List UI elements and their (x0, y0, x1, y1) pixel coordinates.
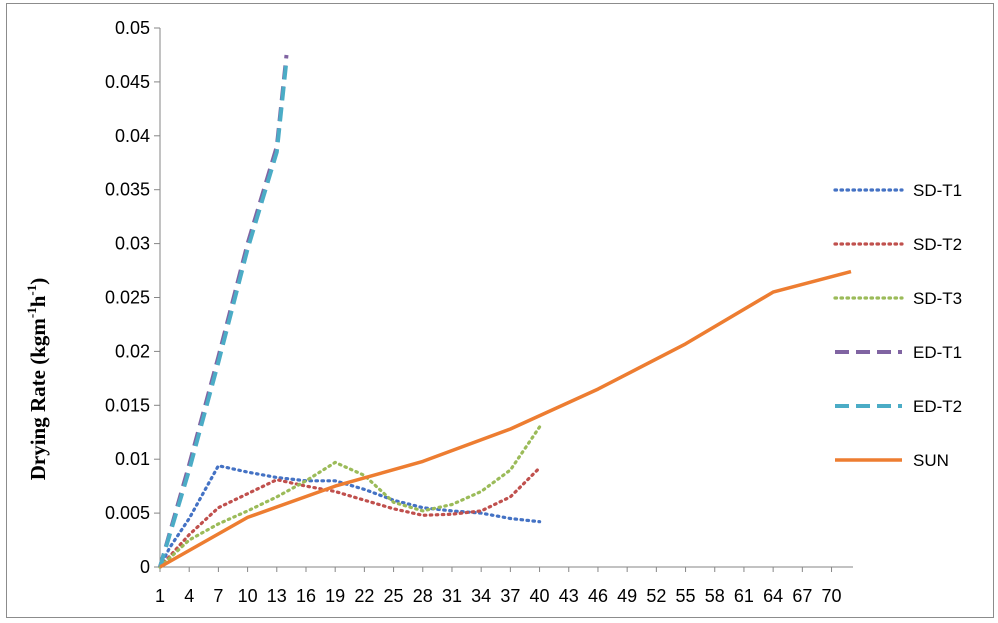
x-tick-label: 40 (530, 586, 550, 606)
y-tick-label: 0.045 (105, 72, 150, 92)
x-tick-label: 31 (442, 586, 462, 606)
chart-frame: 0 0.005 0.01 0.015 0.02 0.025 0.03 0.035 0.04 0.0… (6, 3, 994, 618)
x-tick-label: 37 (500, 586, 520, 606)
x-tick-label: 64 (763, 586, 783, 606)
series-line-ed-t2 (158, 60, 289, 568)
legend-label-sd-t1: SD-T1 (913, 181, 962, 200)
legend-label-sun: SUN (913, 451, 949, 470)
x-tick-label: 58 (705, 586, 725, 606)
x-tick-label: 25 (384, 586, 404, 606)
y-tick-label: 0.005 (105, 503, 150, 523)
y-tick-label: 0.035 (105, 180, 150, 200)
y-tick-label: 0.01 (115, 449, 150, 469)
x-tick-label: 13 (267, 586, 287, 606)
x-tick-label: 49 (617, 586, 637, 606)
x-tick-label: 46 (588, 586, 608, 606)
legend-label-ed-t2: ED-T2 (913, 397, 962, 416)
x-tick-label: 16 (296, 586, 316, 606)
y-tick-label: 0 (140, 557, 150, 577)
x-tick-label: 4 (184, 586, 194, 606)
y-tick-label: 0.05 (115, 18, 150, 38)
series-line-ed-t1 (158, 54, 289, 568)
series-line-sun (159, 269, 852, 569)
y-axis-label: Drying Rate (kgm-1h-1) (24, 278, 50, 481)
y-axis-label-end: ) (26, 278, 50, 285)
x-tick-label: 34 (471, 586, 491, 606)
y-tick-label: 0.025 (105, 288, 150, 308)
legend-label-sd-t3: SD-T3 (913, 289, 962, 308)
y-axis-label-sup1: -1 (24, 307, 39, 318)
x-tick-label: 61 (734, 586, 754, 606)
y-tick-label: 0.04 (115, 126, 150, 146)
x-tick-label: 28 (413, 586, 433, 606)
legend-label-sd-t2: SD-T2 (913, 235, 962, 254)
x-tick-label: 55 (676, 586, 696, 606)
y-axis-label-main: Drying Rate (kgm (26, 318, 50, 481)
x-tick-label: 1 (155, 586, 165, 606)
legend: SD-T1 SD-T2 SD-T3 ED-T1 ED-T2 SUN (833, 181, 962, 470)
x-tick-label: 52 (646, 586, 666, 606)
x-tick-label: 67 (792, 586, 812, 606)
x-tick-label: 22 (354, 586, 374, 606)
y-tick-label: 0.02 (115, 341, 150, 361)
series-line-sd-t2 (158, 466, 542, 569)
drying-rate-chart: 0 0.005 0.01 0.015 0.02 0.025 0.03 0.035 0.04 0.0… (24, 18, 962, 606)
y-tick-label: 0.015 (105, 395, 150, 415)
series-line-sd-t1 (158, 464, 542, 569)
y-tick-label: 0.03 (115, 234, 150, 254)
y-axis-label-mid: h (26, 295, 50, 307)
x-tick-label: 7 (213, 586, 223, 606)
x-axis-ticks: 1 4 7 10 13 16 19 22 25 28 31 34 37 40 43 46 49 52 55 58 61 6… (155, 567, 842, 606)
x-tick-label: 70 (822, 586, 842, 606)
series-lines (158, 54, 852, 569)
x-tick-label: 19 (325, 586, 345, 606)
x-tick-label: 10 (238, 586, 258, 606)
series-line-sd-t3 (158, 425, 542, 569)
y-axis-label-sup2: -1 (24, 285, 39, 296)
x-tick-label: 43 (559, 586, 579, 606)
legend-label-ed-t1: ED-T1 (913, 343, 962, 362)
y-axis-ticks: 0 0.005 0.01 0.015 0.02 0.025 0.03 0.035 0.04 0.0… (105, 18, 160, 577)
